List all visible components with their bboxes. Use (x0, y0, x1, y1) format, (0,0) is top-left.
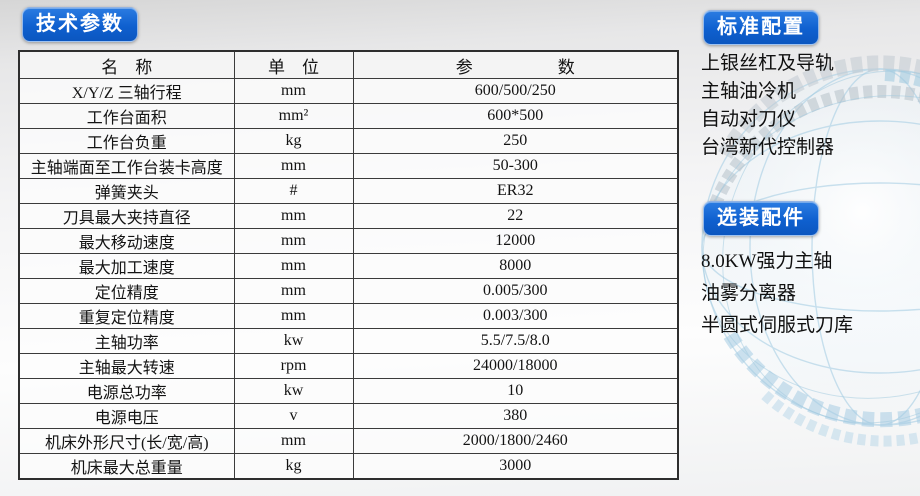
table-row: 主轴功率 kw 5.5/7.5/8.0 (18, 328, 679, 354)
spec-unit-cell: mm (233, 228, 354, 254)
spec-value-cell: ER32 (352, 178, 679, 204)
spec-name-cell: 最大加工速度 (18, 253, 235, 279)
spec-name-cell: 重复定位精度 (18, 303, 235, 329)
spec-value-cell: 3000 (352, 453, 679, 480)
spec-name-cell: 工作台面积 (18, 103, 235, 129)
spec-unit-cell: mm (233, 203, 354, 229)
spec-unit-cell: kw (233, 378, 354, 404)
list-item: 主轴油冷机 (701, 81, 797, 102)
spec-value-cell: 380 (352, 403, 679, 429)
spec-unit-cell: mm (233, 278, 354, 304)
table-row: 刀具最大夹持直径 mm 22 (18, 203, 679, 229)
spec-name-cell: 刀具最大夹持直径 (18, 203, 235, 229)
spec-unit-cell: rpm (233, 353, 354, 379)
spec-name-cell: 定位精度 (18, 278, 235, 304)
spec-unit-cell: kw (233, 328, 354, 354)
spec-value-cell: 0.005/300 (352, 278, 679, 304)
list-item: 半圆式伺服式刀库 (701, 315, 854, 336)
spec-value-cell: 50-300 (352, 153, 679, 179)
spec-value-cell: 600/500/250 (352, 78, 679, 104)
table-row: X/Y/Z 三轴行程 mm 600/500/250 (18, 78, 679, 104)
spec-unit-cell: mm (233, 153, 354, 179)
table-row: 主轴端面至工作台装卡高度 mm 50-300 (18, 153, 679, 179)
spec-unit-cell: kg (233, 128, 354, 154)
spec-name-cell: 主轴最大转速 (18, 353, 235, 379)
spec-value-cell: 5.5/7.5/8.0 (352, 328, 679, 354)
spec-unit-cell: kg (233, 453, 354, 480)
spec-unit-cell: v (233, 403, 354, 429)
spec-name-cell: 电源电压 (18, 403, 235, 429)
spec-value-cell: 250 (352, 128, 679, 154)
table-row: 重复定位精度 mm 0.003/300 (18, 303, 679, 329)
spec-value-cell: 10 (352, 378, 679, 404)
spec-value-cell: 12000 (352, 228, 679, 254)
optional-config-list: 8.0KW强力主轴 油雾分离器 半圆式伺服式刀库 (701, 246, 853, 342)
table-row: 主轴最大转速 rpm 24000/18000 (18, 353, 679, 379)
spec-name-cell: 机床外形尺寸(长/宽/高) (18, 428, 235, 454)
spec-name-cell: 电源总功率 (18, 378, 235, 404)
spec-table: 名 称 单 位 参 数 X/Y/Z 三轴行程 mm 600/500/250 工作… (18, 50, 679, 480)
header-name: 名 称 (18, 50, 235, 79)
spec-unit-cell: mm (233, 303, 354, 329)
spec-value-cell: 600*500 (352, 103, 679, 129)
list-item: 自动对刀仪 (701, 109, 797, 130)
spec-value-cell: 8000 (352, 253, 679, 279)
table-row: 工作台负重 kg 250 (18, 128, 679, 154)
table-header-row: 名 称 单 位 参 数 (18, 50, 679, 79)
table-row: 电源总功率 kw 10 (18, 378, 679, 404)
optional-config-badge: 选装配件 (703, 201, 819, 236)
table-row: 定位精度 mm 0.005/300 (18, 278, 679, 304)
table-row: 工作台面积 mm² 600*500 (18, 103, 679, 129)
list-item: 台湾新代控制器 (701, 137, 835, 158)
spec-unit-cell: mm² (233, 103, 354, 129)
spec-name-cell: 机床最大总重量 (18, 453, 235, 480)
table-row: 弹簧夹头 # ER32 (18, 178, 679, 204)
table-row: 机床外形尺寸(长/宽/高) mm 2000/1800/2460 (18, 428, 679, 454)
spec-value-cell: 24000/18000 (352, 353, 679, 379)
spec-unit-cell: mm (233, 428, 354, 454)
spec-name-cell: 主轴功率 (18, 328, 235, 354)
standard-config-badge: 标准配置 (703, 10, 819, 45)
list-item: 8.0KW强力主轴 (701, 251, 833, 272)
spec-name-cell: 工作台负重 (18, 128, 235, 154)
spec-name-cell: 主轴端面至工作台装卡高度 (18, 153, 235, 179)
technical-params-badge: 技术参数 (22, 7, 138, 42)
spec-unit-cell: mm (233, 78, 354, 104)
list-item: 上银丝杠及导轨 (701, 53, 835, 74)
table-row: 最大加工速度 mm 8000 (18, 253, 679, 279)
spec-value-cell: 0.003/300 (352, 303, 679, 329)
spec-name-cell: 弹簧夹头 (18, 178, 235, 204)
spec-unit-cell: # (233, 178, 354, 204)
header-value: 参 数 (352, 50, 679, 79)
spec-value-cell: 2000/1800/2460 (352, 428, 679, 454)
header-unit: 单 位 (233, 50, 354, 79)
list-item: 油雾分离器 (701, 283, 797, 304)
standard-config-list: 上银丝杠及导轨 主轴油冷机 自动对刀仪 台湾新代控制器 (701, 50, 834, 162)
spec-unit-cell: mm (233, 253, 354, 279)
spec-value-cell: 22 (352, 203, 679, 229)
table-row: 最大移动速度 mm 12000 (18, 228, 679, 254)
spec-name-cell: X/Y/Z 三轴行程 (18, 78, 235, 104)
spec-name-cell: 最大移动速度 (18, 228, 235, 254)
table-row: 机床最大总重量 kg 3000 (18, 453, 679, 480)
table-row: 电源电压 v 380 (18, 403, 679, 429)
